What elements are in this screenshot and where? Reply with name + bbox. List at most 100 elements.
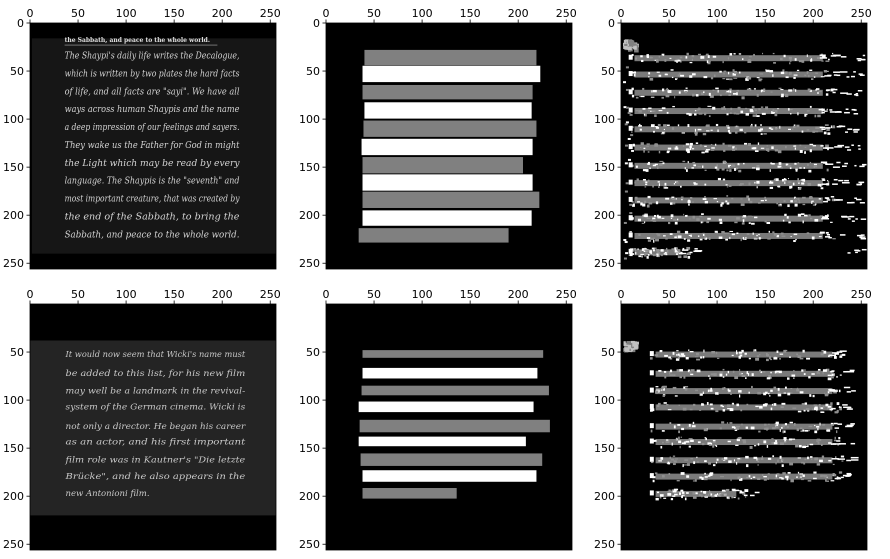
mask-tail — [860, 182, 862, 184]
mask-tail — [844, 387, 850, 389]
mask-speckle — [777, 108, 778, 109]
mask-speckle — [704, 428, 708, 431]
mask-speckle — [663, 124, 667, 127]
mask-speckle — [780, 58, 783, 60]
mask-speckle — [673, 491, 677, 493]
mask-speckle — [790, 392, 792, 393]
y-tick-label: 200 — [594, 490, 615, 503]
mask-speckle — [631, 131, 633, 132]
mask-speckle — [683, 376, 685, 378]
mask-speckle — [788, 165, 791, 167]
mask-speckle — [660, 446, 662, 448]
mask-speckle — [824, 70, 827, 72]
mask-speckle — [734, 168, 736, 171]
y-tick-label: 0 — [608, 17, 615, 30]
handwriting-line: The Shaypi's daily life writes the Decal… — [65, 51, 240, 62]
noise-edge — [628, 112, 631, 114]
noise-edge — [626, 121, 629, 123]
mask-speckle — [765, 403, 768, 405]
mask-speckle — [821, 76, 825, 77]
mask-speckle — [752, 216, 754, 217]
mask-speckle — [745, 496, 746, 497]
noise-edge — [630, 114, 633, 116]
mask-speckle — [704, 477, 708, 480]
mask-speckle — [656, 386, 659, 387]
mask-speckle — [682, 355, 685, 357]
handwriting-title: the Sabbath, and peace to the whole worl… — [65, 37, 210, 44]
mask-speckle — [703, 392, 704, 394]
handwriting-line: a deep impression of our feelings and sa… — [65, 122, 240, 133]
mask-speckle — [693, 496, 697, 498]
mask-speckle — [811, 201, 812, 204]
mask-speckle — [734, 427, 736, 429]
line-bar — [362, 139, 533, 155]
mask-speckle — [686, 492, 689, 494]
mask-speckle — [730, 408, 732, 410]
x-tick-label: 200 — [508, 7, 529, 20]
mask-speckle — [768, 458, 771, 460]
mask-tail — [679, 253, 686, 255]
mask-speckle — [648, 72, 650, 74]
mask-speckle — [791, 236, 792, 237]
mask-speckle — [713, 198, 717, 199]
mask-speckle — [723, 150, 725, 152]
mask-speckle — [790, 422, 793, 424]
mask-speckle — [672, 495, 675, 496]
mask-speckle — [821, 187, 824, 189]
mask-speckle — [816, 426, 819, 428]
mask-speckle — [751, 386, 753, 388]
mask-speckle — [825, 60, 829, 61]
mask-speckle — [830, 222, 833, 223]
mask-speckle — [736, 462, 737, 465]
mask-speckle — [703, 491, 706, 493]
mask-speckle — [788, 108, 789, 111]
x-tick-label: 0 — [323, 7, 330, 20]
mask-speckle — [825, 145, 829, 148]
mask-speckle — [720, 204, 722, 207]
mask-speckle — [700, 356, 702, 358]
mask-speckle — [687, 124, 689, 127]
mask-speckle — [793, 146, 795, 147]
mask-speckle — [776, 203, 778, 205]
mask-speckle — [826, 428, 830, 429]
mask-speckle — [805, 402, 807, 404]
mask-tail — [845, 146, 850, 148]
mask-speckle — [680, 446, 681, 448]
mask-speckle — [818, 369, 821, 371]
mask-speckle — [738, 170, 741, 173]
handwriting-line: the end of the Sabbath, to bring the — [65, 211, 240, 222]
mask-speckle — [692, 201, 693, 203]
mask-speckle — [656, 127, 659, 129]
mask-speckle — [806, 358, 810, 360]
mask-speckle — [654, 215, 656, 217]
mask-speckle — [679, 376, 682, 378]
x-tick-label: 150 — [460, 7, 481, 20]
mask-speckle — [796, 476, 798, 477]
mask-speckle — [670, 491, 672, 493]
mask-speckle — [755, 150, 759, 152]
mask-speckle — [809, 70, 812, 71]
panel-row2-col2: 0 50 100 150 200 25050100150200250 — [299, 288, 577, 551]
mask-tail — [836, 440, 840, 442]
mask-speckle — [678, 441, 681, 444]
mask-speckle — [700, 239, 703, 241]
mask-speckle — [728, 389, 729, 391]
mask-speckle — [720, 222, 723, 224]
x-tick-label: 0 — [323, 288, 330, 301]
mask-speckle — [717, 129, 718, 131]
mask-tail — [834, 55, 841, 57]
mask-speckle — [685, 231, 688, 234]
mask-speckle — [778, 388, 780, 391]
mask-speckle — [653, 238, 655, 239]
x-tick-label: 50 — [662, 288, 676, 301]
mask-speckle — [642, 204, 645, 207]
mask-speckle — [710, 493, 712, 495]
mask-speckle — [648, 162, 650, 165]
mask-speckle — [728, 90, 729, 92]
mask-speckle — [813, 472, 816, 474]
mask-speckle — [683, 408, 687, 411]
mask-speckle — [696, 492, 698, 494]
mask-edge — [629, 144, 633, 149]
mask-speckle — [723, 376, 725, 377]
mask-speckle — [724, 162, 727, 163]
